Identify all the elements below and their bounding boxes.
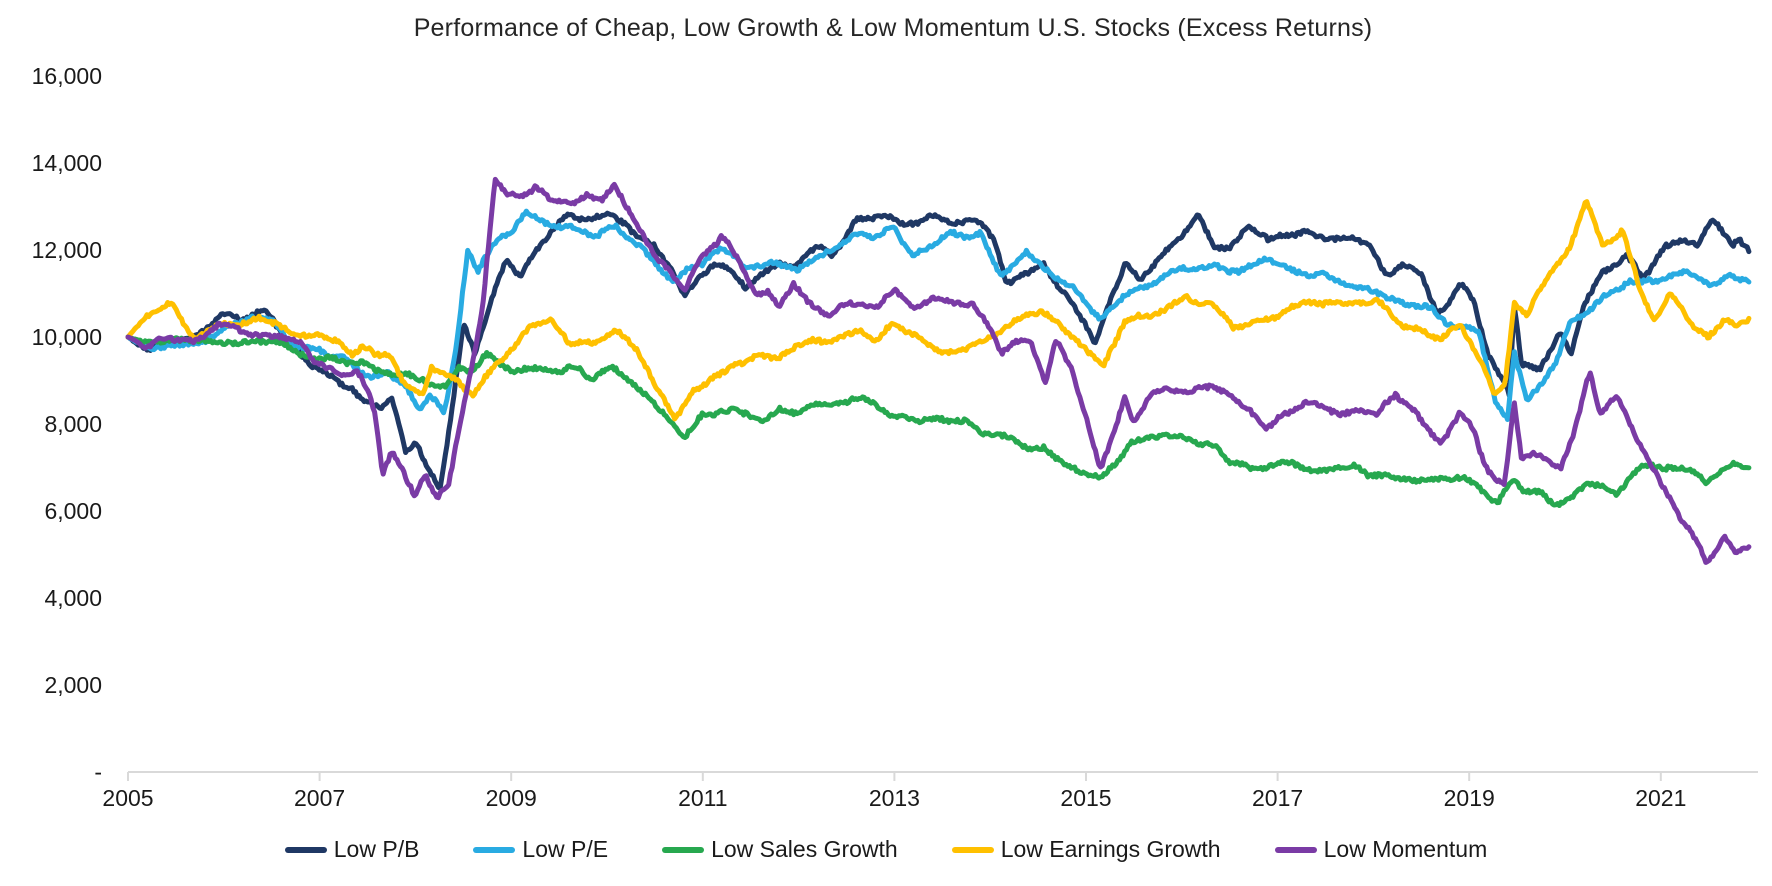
y-axis-label: 8,000 (44, 411, 102, 437)
legend-item-low-momentum: Low Momentum (1274, 836, 1488, 863)
x-axis-label: 2015 (1060, 785, 1111, 811)
y-axis-label: 14,000 (32, 150, 102, 176)
y-axis-label: 4,000 (44, 585, 102, 611)
legend-item-low-sales-growth: Low Sales Growth (662, 836, 898, 863)
legend-label-low-momentum: Low Momentum (1323, 836, 1488, 862)
chart-legend: Low P/B Low P/E Low Sales Growth Low Earnin… (0, 836, 1772, 863)
chart-title: Performance of Cheap, Low Growth & Low M… (413, 14, 1373, 42)
x-axis-label: 2005 (102, 785, 153, 811)
series-line-low-earnings-growth (125, 199, 1752, 422)
legend-swatch-low-sales-growth (662, 846, 705, 853)
x-axis-label: 2007 (294, 785, 345, 811)
legend-item-low-earnings-growth: Low Earnings Growth (951, 836, 1221, 863)
legend-item-low-p-e: Low P/E (473, 836, 608, 863)
x-axis-label: 2009 (486, 785, 537, 811)
x-axis-label: 2013 (869, 785, 920, 811)
x-axis-label: 2017 (1252, 785, 1303, 811)
series-line-low-p-b (125, 210, 1752, 491)
x-axis-label: 2019 (1444, 785, 1495, 811)
legend-swatch-low-momentum (1274, 846, 1317, 853)
legend-swatch-low-p-e (473, 846, 516, 853)
legend-label-low-p-e: Low P/E (522, 836, 609, 862)
legend-item-low-p-b: Low P/B (284, 836, 420, 863)
y-axis-label: 12,000 (32, 237, 102, 263)
legend-label-low-earnings-growth: Low Earnings Growth (1000, 836, 1221, 862)
x-axis-label: 2021 (1635, 785, 1686, 811)
legend-label-low-sales-growth: Low Sales Growth (711, 836, 898, 862)
y-axis-label: 10,000 (32, 324, 102, 350)
legend-label-low-p-b: Low P/B (333, 836, 420, 862)
y-axis-label: 16,000 (32, 63, 102, 89)
legend-swatch-low-earnings-growth (951, 846, 994, 853)
y-axis-label: 6,000 (44, 498, 102, 524)
series-line-low-p-e (125, 208, 1752, 422)
legend-swatch-low-p-b (284, 846, 327, 853)
series-line-low-momentum (125, 176, 1752, 565)
y-axis-label: 2,000 (44, 672, 102, 698)
y-axis-label: - (94, 759, 102, 785)
x-axis-label: 2011 (678, 785, 727, 811)
